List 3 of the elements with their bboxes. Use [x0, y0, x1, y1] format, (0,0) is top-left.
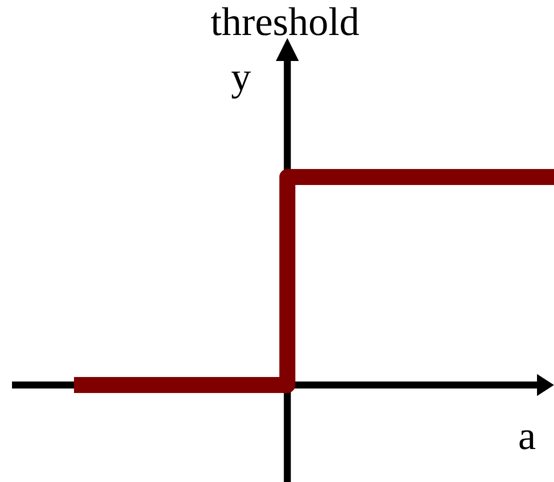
- y-axis-title: y: [231, 54, 251, 99]
- x-axis-title: a: [518, 413, 536, 458]
- chart-title: threshold: [210, 0, 360, 44]
